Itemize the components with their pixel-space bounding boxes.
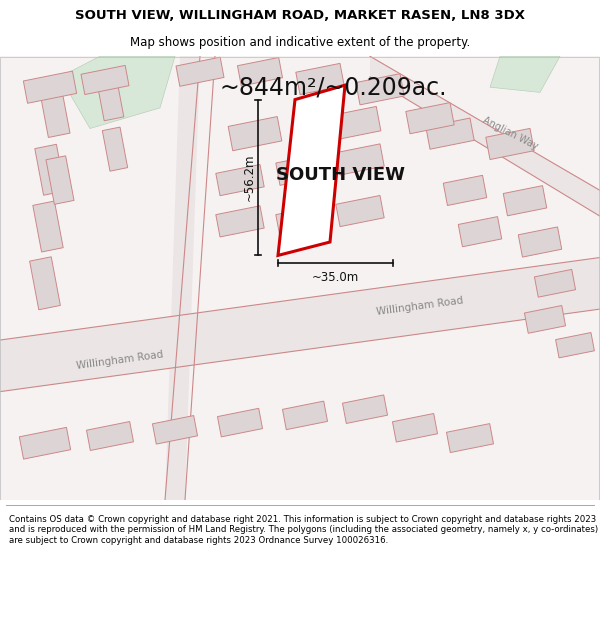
Polygon shape — [0, 56, 600, 500]
Polygon shape — [216, 164, 264, 196]
Polygon shape — [406, 102, 454, 134]
Polygon shape — [165, 56, 200, 500]
Polygon shape — [443, 176, 487, 206]
Polygon shape — [535, 269, 575, 297]
Polygon shape — [283, 401, 328, 429]
Polygon shape — [356, 74, 404, 105]
Polygon shape — [343, 395, 388, 424]
Polygon shape — [276, 206, 324, 237]
Text: SOUTH VIEW, WILLINGHAM ROAD, MARKET RASEN, LN8 3DX: SOUTH VIEW, WILLINGHAM ROAD, MARKET RASE… — [75, 9, 525, 22]
Polygon shape — [458, 217, 502, 247]
Text: Anglian Way: Anglian Way — [481, 116, 539, 152]
Polygon shape — [0, 258, 600, 392]
Polygon shape — [23, 71, 77, 103]
Text: ~56.2m: ~56.2m — [242, 154, 256, 201]
Polygon shape — [238, 58, 283, 86]
Polygon shape — [40, 89, 70, 138]
Polygon shape — [152, 416, 197, 444]
Polygon shape — [446, 424, 494, 452]
Text: Willingham Road: Willingham Road — [76, 350, 164, 371]
Polygon shape — [518, 227, 562, 257]
Polygon shape — [60, 56, 175, 129]
Polygon shape — [217, 408, 263, 437]
Text: Map shows position and indicative extent of the property.: Map shows position and indicative extent… — [130, 36, 470, 49]
Polygon shape — [46, 156, 74, 204]
Text: SOUTH VIEW: SOUTH VIEW — [275, 166, 404, 184]
Polygon shape — [503, 186, 547, 216]
Polygon shape — [490, 56, 560, 92]
Polygon shape — [29, 257, 61, 310]
Polygon shape — [216, 206, 264, 237]
Polygon shape — [336, 196, 384, 227]
Polygon shape — [556, 332, 595, 358]
Polygon shape — [370, 56, 600, 216]
Text: ~35.0m: ~35.0m — [312, 271, 359, 284]
Text: ~844m²/~0.209ac.: ~844m²/~0.209ac. — [220, 75, 448, 99]
Polygon shape — [96, 74, 124, 121]
Polygon shape — [336, 144, 384, 175]
Polygon shape — [486, 128, 534, 159]
Text: Contains OS data © Crown copyright and database right 2021. This information is : Contains OS data © Crown copyright and d… — [9, 515, 598, 545]
Polygon shape — [81, 66, 129, 94]
Polygon shape — [329, 106, 381, 140]
Polygon shape — [19, 428, 71, 459]
Text: Willingham Road: Willingham Road — [376, 295, 464, 317]
Polygon shape — [35, 144, 65, 195]
Polygon shape — [176, 57, 224, 86]
Polygon shape — [228, 117, 282, 151]
Polygon shape — [86, 421, 134, 451]
Polygon shape — [426, 118, 474, 149]
Polygon shape — [296, 63, 344, 94]
Polygon shape — [392, 414, 437, 442]
Polygon shape — [276, 154, 324, 186]
Polygon shape — [33, 201, 63, 252]
Polygon shape — [524, 306, 566, 333]
Polygon shape — [103, 127, 128, 171]
Polygon shape — [278, 85, 345, 256]
